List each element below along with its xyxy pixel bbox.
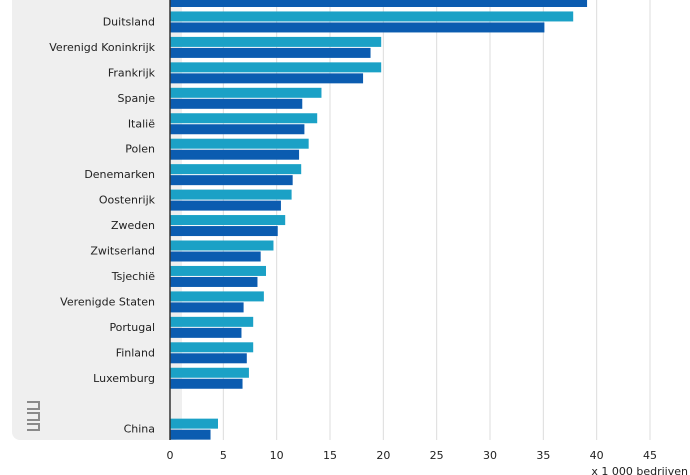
bar (170, 342, 254, 353)
bar (170, 22, 545, 33)
bar (170, 353, 247, 364)
bar (170, 11, 574, 22)
y-tick-label: Italië (128, 117, 155, 130)
label-panel (12, 0, 182, 440)
x-tick-label: 20 (376, 449, 390, 462)
y-tick-label: Tsjechië (111, 270, 156, 283)
x-tick-label: 0 (167, 449, 174, 462)
bar (170, 164, 302, 175)
bar (170, 36, 382, 47)
bar (170, 302, 244, 313)
bar (170, 98, 303, 109)
y-tick-label: Frankrijk (108, 66, 156, 79)
bar (170, 47, 371, 58)
y-tick-label: Duitsland (103, 15, 155, 28)
bar (170, 327, 242, 338)
x-tick-label: 5 (220, 449, 227, 462)
bar (170, 113, 318, 124)
bar (170, 215, 286, 226)
bar (170, 418, 218, 429)
bar (170, 0, 588, 7)
x-tick-label: 25 (430, 449, 444, 462)
bar (170, 62, 382, 73)
y-tick-label: Zwitserland (90, 245, 155, 258)
bar (170, 226, 278, 237)
bar (170, 276, 258, 287)
bar (170, 200, 281, 211)
y-tick-label: Luxemburg (93, 372, 155, 385)
y-tick-label: Zweden (111, 219, 155, 232)
x-axis-label: x 1 000 bedrijven (591, 465, 688, 475)
y-tick-label: China (124, 423, 155, 436)
y-tick-label: Portugal (109, 321, 155, 334)
y-tick-label: Verenigd Koninkrijk (49, 41, 155, 54)
bar (170, 124, 305, 135)
bar (170, 175, 293, 186)
x-tick-label: 40 (590, 449, 604, 462)
x-tick-label: 30 (483, 449, 497, 462)
x-tick-label: 35 (536, 449, 550, 462)
y-tick-label: Verenigde Staten (60, 295, 155, 308)
x-tick-label: 15 (323, 449, 337, 462)
y-tick-label: Oostenrijk (99, 194, 156, 207)
bar (170, 138, 309, 149)
bar (170, 87, 322, 98)
bar (170, 189, 292, 200)
x-tick-label: 45 (643, 449, 657, 462)
bar (170, 265, 266, 276)
y-tick-label: Denemarken (84, 168, 155, 181)
bar (170, 240, 274, 251)
bar (170, 316, 254, 327)
x-tick-label: 10 (270, 449, 284, 462)
y-tick-label: Spanje (117, 92, 155, 105)
bar (170, 429, 211, 440)
bar (170, 251, 261, 262)
logo (27, 401, 40, 431)
y-tick-label: Polen (125, 143, 155, 156)
bar (170, 367, 249, 378)
y-tick-label: Finland (116, 346, 155, 359)
bar (170, 291, 264, 302)
bar (170, 378, 243, 389)
bar (170, 73, 364, 84)
bar (170, 149, 300, 160)
